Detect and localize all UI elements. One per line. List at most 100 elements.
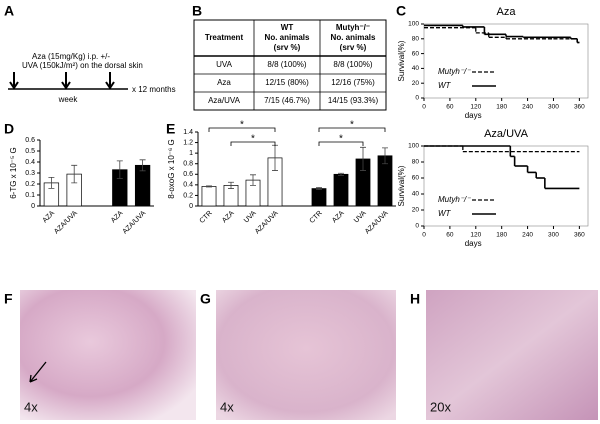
- x-tick-label: AZA/UVA: [53, 210, 79, 236]
- table-cell: 7/15 (46.7%): [264, 96, 310, 105]
- x-tick-label: UVA: [353, 210, 368, 225]
- x-tick-label: AZA/UVA: [364, 210, 390, 236]
- y-tick-label: 0: [31, 203, 35, 210]
- x-tick-label: AZA: [110, 210, 125, 225]
- x-tick-label: CTR: [199, 210, 214, 225]
- x-tick-label: AZA: [42, 210, 57, 225]
- y-axis-label: 6-TG x 10⁻⁵ G: [9, 147, 18, 199]
- legend-label: WT: [438, 81, 452, 90]
- protocol-repeat: x 12 months: [132, 85, 176, 94]
- significance-bracket: [208, 127, 276, 132]
- x-tick-label: 120: [470, 232, 481, 239]
- significance-label: *: [251, 134, 255, 145]
- y-tick-label: 20: [412, 207, 420, 214]
- y-tick-label: 60: [412, 175, 420, 182]
- y-tick-label: 0.6: [183, 171, 193, 178]
- table-header: (srv %): [274, 43, 301, 52]
- significance-bracket: [318, 141, 364, 146]
- error-bar: [250, 174, 256, 186]
- x-tick-label: 240: [522, 104, 533, 111]
- y-tick-label: 0.4: [25, 159, 35, 166]
- x-tick-label: UVA: [243, 210, 258, 225]
- chart-title: Aza: [497, 6, 517, 18]
- panel-label: G: [200, 291, 211, 307]
- table-cell: 14/15 (93.3%): [328, 96, 379, 105]
- y-tick-label: 0: [415, 223, 419, 230]
- error-bar: [139, 159, 146, 172]
- panel-label: C: [396, 3, 406, 19]
- significance-label: *: [339, 134, 343, 145]
- error-bar: [360, 146, 366, 171]
- image: [216, 290, 396, 420]
- x-tick-label: AZA/UVA: [254, 210, 280, 236]
- histology: 4x 4x 20x: [20, 290, 598, 420]
- table-header: No. animals: [331, 33, 376, 42]
- legend-label: Mutyh⁻/⁻: [438, 195, 471, 204]
- magnification: 4x: [220, 399, 234, 414]
- x-tick-label: 360: [574, 232, 585, 239]
- panel-label: B: [192, 3, 202, 19]
- plot-frame: [423, 23, 589, 99]
- x-tick-label: 300: [548, 104, 559, 111]
- x-tick-label: 120: [470, 104, 481, 111]
- panel-label: D: [4, 121, 14, 137]
- magnification: 4x: [24, 399, 38, 414]
- x-tick-label: 300: [548, 232, 559, 239]
- y-tick-label: 0.4: [183, 182, 193, 189]
- table-cell: 12/16 (75%): [331, 78, 375, 87]
- legend-label: WT: [438, 209, 452, 218]
- table-header: (srv %): [340, 43, 367, 52]
- table-cell: 12/15 (80%): [265, 78, 309, 87]
- y-tick-label: 0.6: [25, 137, 35, 144]
- y-axis-label: Survival(%): [397, 40, 406, 81]
- panel-label: E: [166, 121, 175, 137]
- table-header: No. animals: [265, 33, 310, 42]
- table-cell: UVA: [216, 60, 233, 69]
- table-header: Mutyh⁻/⁻: [336, 23, 370, 32]
- y-tick-label: 0.2: [183, 192, 193, 199]
- table-header: WT: [281, 23, 294, 32]
- y-tick-label: 0.5: [25, 148, 35, 155]
- y-axis-label: Survival(%): [397, 165, 406, 206]
- error-bar: [228, 181, 234, 189]
- panel-label: A: [4, 3, 14, 19]
- y-tick-label: 80: [412, 159, 420, 166]
- y-tick-label: 80: [412, 36, 420, 43]
- arrow: [29, 361, 47, 383]
- x-axis-label: days: [465, 111, 482, 120]
- panel-label: F: [4, 291, 13, 307]
- protocol-axis: week: [58, 95, 79, 104]
- x-tick-label: 240: [522, 232, 533, 239]
- significance-label: *: [240, 120, 244, 131]
- error-bar: [382, 147, 388, 165]
- arrows: [9, 72, 115, 90]
- bar: [311, 188, 327, 207]
- magnification: 20x: [430, 399, 451, 414]
- y-tick-label: 60: [412, 50, 420, 57]
- error-bar: [206, 185, 212, 188]
- error-bar: [48, 177, 55, 189]
- x-tick-label: 180: [496, 232, 507, 239]
- table-header: Treatment: [205, 33, 244, 42]
- y-tick-label: 40: [412, 65, 420, 72]
- x-tick-label: 60: [446, 232, 454, 239]
- protocol: Aza (15mg/Kg) i.p. +/- UVA (150kJ/m²) on…: [8, 52, 176, 104]
- chart-title: Aza/UVA: [484, 128, 528, 140]
- y-tick-label: 0.1: [25, 192, 35, 199]
- y-tick-label: 0.8: [183, 161, 193, 168]
- bar: [201, 186, 217, 207]
- table-cell: 8/8 (100%): [333, 60, 372, 69]
- x-tick-label: 0: [422, 104, 426, 111]
- x-tick-label: AZA/UVA: [122, 210, 148, 236]
- y-tick-label: 100: [408, 21, 419, 28]
- x-tick-label: 180: [496, 104, 507, 111]
- significance-bracket: [318, 127, 386, 132]
- y-tick-label: 40: [412, 191, 420, 198]
- y-tick-label: 20: [412, 80, 420, 87]
- significance-label: *: [350, 120, 354, 131]
- protocol-uva: UVA (150kJ/m²) on the dorsal skin: [22, 61, 143, 70]
- table-cell: Aza/UVA: [208, 96, 241, 105]
- bar: [333, 173, 349, 207]
- y-tick-label: 0.3: [25, 170, 35, 177]
